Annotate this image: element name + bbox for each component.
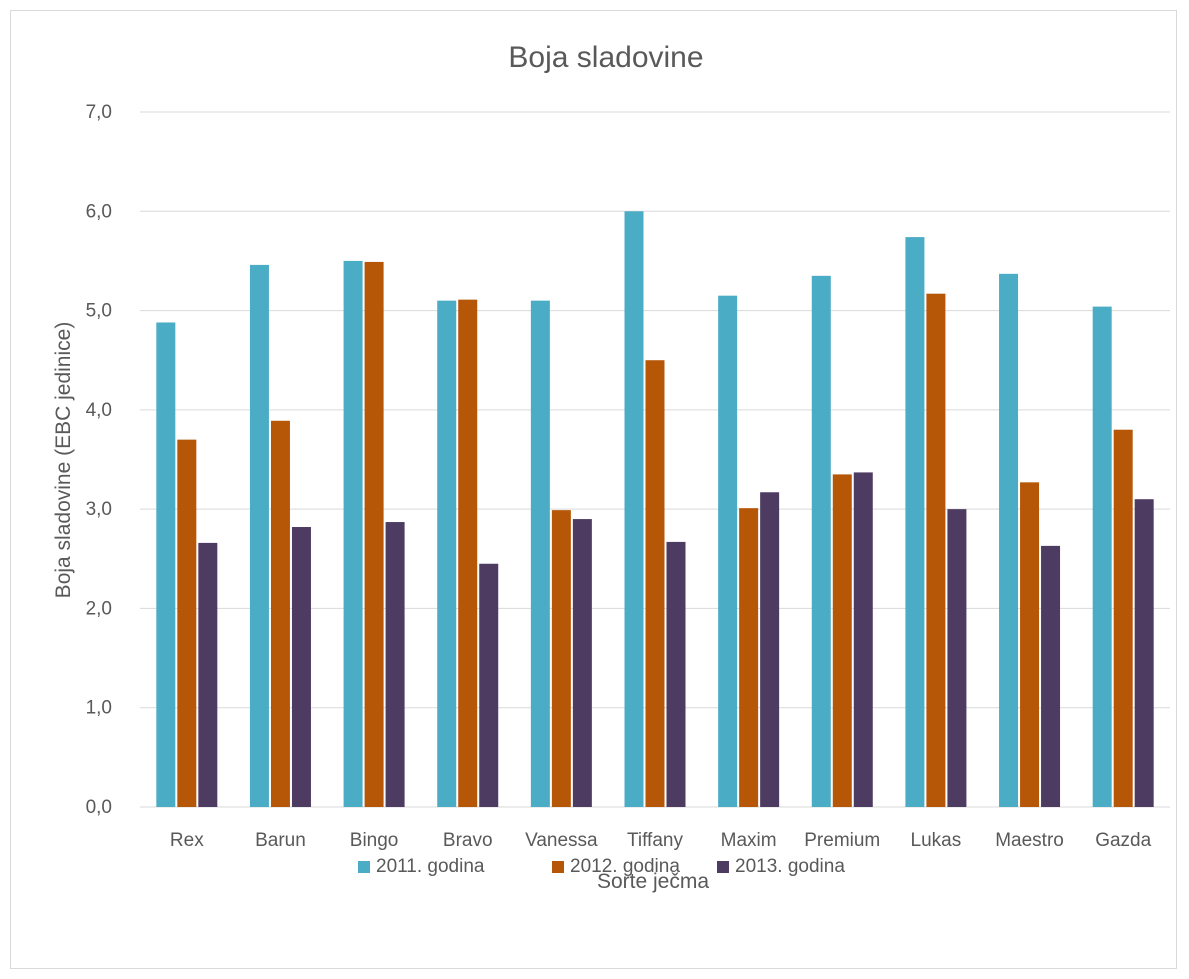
bar-bravo-2 bbox=[458, 299, 478, 807]
y-tick-label: 2,0 bbox=[86, 598, 112, 619]
x-tick-label: Maxim bbox=[721, 830, 777, 851]
x-tick-label: Lukas bbox=[911, 830, 962, 851]
x-tick-label: Premium bbox=[804, 830, 880, 851]
legend-label-1: 2011. godina bbox=[376, 856, 485, 877]
y-tick-label: 7,0 bbox=[86, 102, 112, 123]
bar-maestro-2 bbox=[1020, 482, 1040, 807]
bar-bingo-1 bbox=[343, 260, 363, 807]
x-tick-label: Maestro bbox=[995, 830, 1064, 851]
y-tick-label: 6,0 bbox=[86, 201, 112, 222]
x-tick-label: Gazda bbox=[1095, 830, 1151, 851]
chart-frame bbox=[10, 10, 1177, 969]
bar-rex-2 bbox=[177, 439, 197, 807]
bar-vanessa-1 bbox=[530, 300, 550, 807]
x-tick-label: Bravo bbox=[443, 830, 493, 851]
y-tick-label: 1,0 bbox=[86, 698, 112, 719]
y-tick-label: 4,0 bbox=[86, 400, 112, 421]
bar-maestro-1 bbox=[999, 273, 1019, 808]
bar-premium-2 bbox=[832, 474, 852, 807]
bar-lukas-3 bbox=[947, 509, 967, 807]
y-axis-title: Boja sladovine (EBC jedinice) bbox=[52, 322, 75, 599]
legend-label-3: 2013. godina bbox=[735, 856, 845, 877]
y-tick-label: 3,0 bbox=[86, 499, 112, 520]
legend: 2011. godina 2012. godina 2013. godina bbox=[358, 856, 845, 877]
bar-tiffany-2 bbox=[645, 360, 665, 807]
bar-bingo-2 bbox=[364, 261, 384, 808]
bars bbox=[156, 211, 1154, 808]
legend-swatch-1 bbox=[358, 861, 370, 873]
bar-vanessa-3 bbox=[572, 519, 592, 807]
y-tick-label: 0,0 bbox=[86, 797, 112, 818]
x-tick-label: Vanessa bbox=[525, 830, 598, 851]
bar-rex-1 bbox=[156, 322, 176, 807]
chart-title: Boja sladovine bbox=[508, 41, 703, 74]
bar-lukas-2 bbox=[926, 293, 946, 807]
bar-lukas-1 bbox=[905, 237, 925, 808]
bar-bingo-3 bbox=[385, 522, 405, 807]
bar-maestro-3 bbox=[1041, 545, 1061, 807]
bar-maxim-3 bbox=[760, 492, 780, 807]
x-tick-label: Barun bbox=[255, 830, 306, 851]
bar-premium-3 bbox=[853, 472, 873, 807]
bar-premium-1 bbox=[811, 275, 831, 808]
y-axis-ticks: 0,0 1,0 2,0 3,0 4,0 5,0 6,0 7,0 bbox=[86, 102, 112, 818]
bar-tiffany-1 bbox=[624, 211, 644, 808]
bar-bravo-3 bbox=[479, 563, 499, 807]
legend-swatch-2 bbox=[552, 861, 564, 873]
bar-rex-3 bbox=[198, 542, 218, 807]
bar-barun-2 bbox=[270, 420, 290, 807]
bar-vanessa-2 bbox=[551, 510, 571, 807]
bar-tiffany-3 bbox=[666, 541, 686, 807]
x-tick-label: Tiffany bbox=[627, 830, 683, 851]
bar-maxim-1 bbox=[718, 295, 738, 807]
legend-label-2: 2012. godina bbox=[570, 856, 680, 877]
x-tick-label: Bingo bbox=[350, 830, 399, 851]
bar-barun-1 bbox=[249, 264, 269, 807]
bar-gazda-1 bbox=[1092, 306, 1112, 807]
bar-bravo-1 bbox=[437, 300, 457, 807]
bar-barun-3 bbox=[291, 527, 311, 807]
x-axis-title: Sorte ječma bbox=[597, 870, 709, 893]
bar-gazda-3 bbox=[1134, 499, 1154, 807]
bar-maxim-2 bbox=[739, 508, 759, 807]
x-axis-labels: Rex Barun Bingo Bravo Vanessa Tiffany Maxim Pre… bbox=[170, 830, 1152, 851]
x-tick-label: Rex bbox=[170, 830, 204, 851]
y-tick-label: 5,0 bbox=[86, 301, 112, 322]
bar-gazda-2 bbox=[1113, 429, 1133, 807]
legend-swatch-3 bbox=[717, 861, 729, 873]
